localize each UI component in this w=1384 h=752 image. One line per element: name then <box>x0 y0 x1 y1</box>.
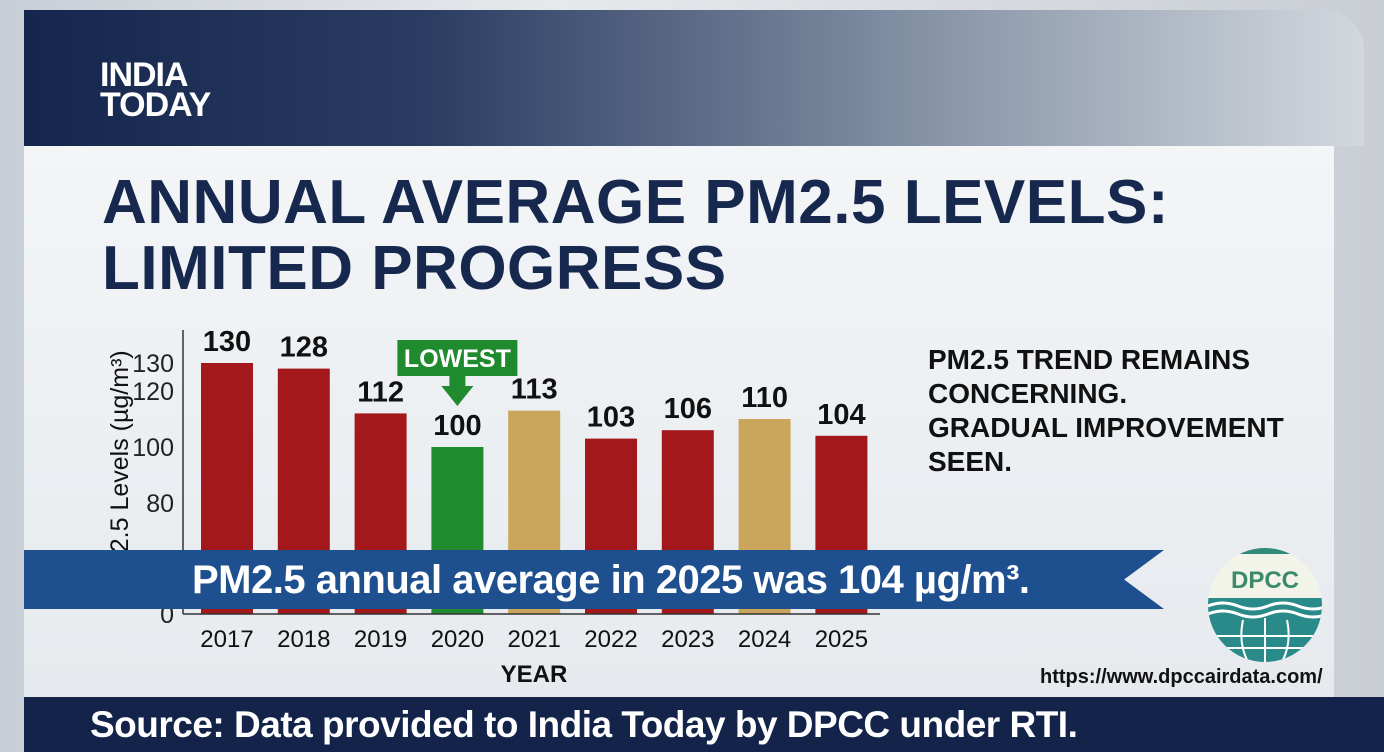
x-tick-label: 2020 <box>431 626 484 653</box>
source-text: Source: Data provided to India Today by … <box>90 704 1078 745</box>
x-tick-label: 2025 <box>815 626 868 653</box>
data-label: 103 <box>587 402 635 434</box>
note-line2: CONCERNING. <box>928 378 1128 409</box>
dpcc-logo: DPCC <box>1208 548 1322 662</box>
y-tick-label: 130 <box>132 350 174 378</box>
x-tick-label: 2019 <box>354 626 407 653</box>
header-bar <box>24 10 1364 146</box>
dpcc-url[interactable]: https://www.dpccairdata.com/ <box>1040 666 1323 688</box>
data-label: 110 <box>741 382 788 414</box>
data-label: 104 <box>817 399 865 431</box>
lowest-callout-box <box>397 340 518 376</box>
x-axis-label: YEAR <box>501 661 568 688</box>
logo-line2: TODAY <box>100 86 211 124</box>
data-label: 128 <box>280 332 328 364</box>
india-today-logo: INDIA TODAY <box>100 56 211 124</box>
data-label: 130 <box>203 326 251 358</box>
data-label: 106 <box>664 393 712 425</box>
banner-text: PM2.5 annual average in 2025 was 104 µg/… <box>192 558 1030 602</box>
lowest-callout-label: LOWEST <box>404 345 511 373</box>
x-tick-label: 2022 <box>584 626 637 653</box>
data-label: 113 <box>511 374 558 406</box>
data-label: 100 <box>433 410 481 442</box>
down-arrow-icon <box>441 376 474 406</box>
trend-note: PM2.5 TREND REMAINS CONCERNING. GRADUAL … <box>928 343 1284 479</box>
x-tick-label: 2024 <box>738 626 791 653</box>
x-tick-label: 2023 <box>661 626 714 653</box>
headline-banner <box>24 550 1164 609</box>
data-label: 112 <box>357 376 404 408</box>
x-tick-label: 2021 <box>508 626 561 653</box>
headline: ANNUAL AVERAGE PM2.5 LEVELS: LIMITED PRO… <box>102 170 1169 302</box>
note-line1: PM2.5 TREND REMAINS <box>928 344 1251 375</box>
x-tick-label: 2017 <box>200 626 253 653</box>
headline-line2: LIMITED PROGRESS <box>102 234 727 303</box>
note-line3: GRADUAL IMPROVEMENT <box>928 412 1284 443</box>
logo-line1: INDIA <box>100 56 189 94</box>
headline-line1: ANNUAL AVERAGE PM2.5 LEVELS: <box>102 168 1170 237</box>
y-tick-label: 120 <box>132 378 174 406</box>
footer-bar <box>24 697 1384 752</box>
note-line4: SEEN. <box>928 446 1013 477</box>
y-tick-label: 100 <box>132 434 174 462</box>
y-tick-label: 80 <box>146 490 174 518</box>
y-axis-label: PM2.5 Levels (µg/m³) <box>106 350 134 589</box>
dpcc-logo-text: DPCC <box>1231 567 1299 594</box>
x-tick-label: 2018 <box>277 626 330 653</box>
